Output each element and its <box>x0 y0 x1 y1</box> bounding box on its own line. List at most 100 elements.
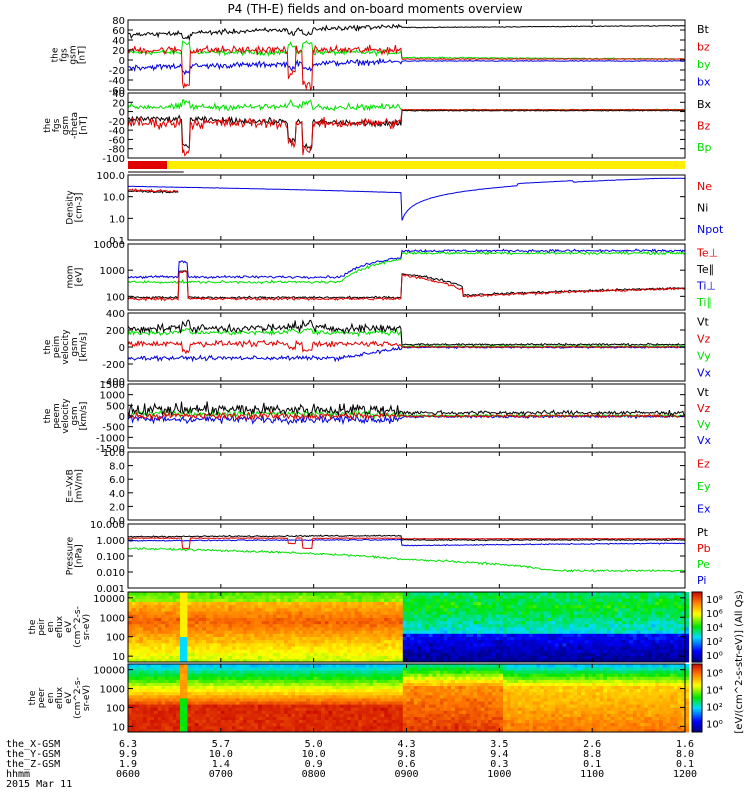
heat-cell <box>210 621 214 625</box>
heat-cell <box>459 643 463 647</box>
heat-cell <box>239 624 243 628</box>
heat-cell <box>303 592 307 596</box>
heat-cell <box>310 698 314 702</box>
heat-cell <box>239 621 243 625</box>
heat-cell <box>236 686 240 690</box>
heat-cell <box>173 710 177 714</box>
heat-cell <box>544 656 548 660</box>
heat-cell <box>462 621 466 625</box>
heat-cell <box>540 621 544 625</box>
heat-cell <box>499 621 503 625</box>
heat-cell <box>407 646 411 650</box>
heat-cell <box>239 695 243 699</box>
heat-cell <box>154 714 158 718</box>
heat-cell <box>132 611 136 615</box>
heat-cell <box>395 633 399 637</box>
heat-cell <box>381 602 385 606</box>
heat-cell <box>132 670 136 674</box>
heat-cell <box>507 611 511 615</box>
heat-cell <box>228 640 232 644</box>
heat-cell <box>332 611 336 615</box>
heat-cell <box>251 710 255 714</box>
heat-cell <box>548 656 552 660</box>
heat-cell <box>525 621 529 625</box>
heat-cell <box>503 595 507 599</box>
heat-cell <box>128 689 132 693</box>
heat-cell <box>325 598 329 602</box>
heat-cell <box>213 611 217 615</box>
heat-cell <box>347 618 351 622</box>
heat-cell <box>277 598 281 602</box>
heat-cell <box>340 621 344 625</box>
heat-cell <box>358 592 362 596</box>
heat-cell <box>228 598 232 602</box>
heat-cell <box>277 717 281 721</box>
heat-cell <box>184 611 188 615</box>
heat-cell <box>585 624 589 628</box>
heat-cell <box>481 640 485 644</box>
heat-cell <box>258 611 262 615</box>
heat-cell <box>139 723 143 727</box>
heat-cell <box>314 595 318 599</box>
heat-cell <box>551 608 555 612</box>
heat-cell <box>496 608 500 612</box>
heat-cell <box>418 611 422 615</box>
heat-cell <box>206 608 210 612</box>
heat-cell <box>199 704 203 708</box>
heat-cell <box>191 643 195 647</box>
heat-cell <box>277 670 281 674</box>
heat-cell <box>492 605 496 609</box>
heat-cell <box>228 717 232 721</box>
heat-cell <box>291 633 295 637</box>
heat-cell <box>340 630 344 634</box>
heat-cell <box>537 602 541 606</box>
heat-cell <box>147 630 151 634</box>
y-label-line: sr-eV) <box>82 614 92 640</box>
heat-cell <box>202 646 206 650</box>
series-bp <box>128 100 685 111</box>
heat-cell <box>295 698 299 702</box>
heat-cell <box>626 611 630 615</box>
heat-cell <box>269 714 273 718</box>
heat-cell <box>321 717 325 721</box>
heat-cell <box>507 643 511 647</box>
heat-cell <box>592 624 596 628</box>
heat-cell <box>678 608 682 612</box>
heat-cell <box>473 595 477 599</box>
heat-cell <box>232 676 236 680</box>
heat-cell <box>154 618 158 622</box>
heat-cell <box>451 633 455 637</box>
heat-cell <box>247 680 251 684</box>
heat-cell <box>581 605 585 609</box>
heat-cell <box>529 649 533 653</box>
heat-cell <box>436 646 440 650</box>
heat-cell <box>280 633 284 637</box>
heat-cell <box>447 646 451 650</box>
heat-cell <box>314 621 318 625</box>
heat-cell <box>622 653 626 657</box>
heat-cell <box>139 621 143 625</box>
heat-cell <box>288 717 292 721</box>
heat-cell <box>655 614 659 618</box>
heat-cell <box>685 637 689 641</box>
heat-cell <box>622 618 626 622</box>
heat-cell <box>213 621 217 625</box>
heat-cell <box>685 653 689 657</box>
heat-cell <box>589 643 593 647</box>
heat-cell <box>147 723 151 727</box>
heat-cell <box>158 676 162 680</box>
heat-cell <box>202 670 206 674</box>
heat-cell <box>254 611 258 615</box>
heat-cell <box>496 614 500 618</box>
heat-cell <box>247 624 251 628</box>
heat-cell <box>221 701 225 705</box>
legend-vt: Vt <box>697 316 710 329</box>
heat-cell <box>210 667 214 671</box>
heat-cell <box>362 656 366 660</box>
heat-cell <box>195 701 199 705</box>
heat-cell <box>648 611 652 615</box>
heat-cell <box>659 633 663 637</box>
heat-cell <box>347 624 351 628</box>
heat-cell <box>217 701 221 705</box>
heat-cell <box>425 649 429 653</box>
